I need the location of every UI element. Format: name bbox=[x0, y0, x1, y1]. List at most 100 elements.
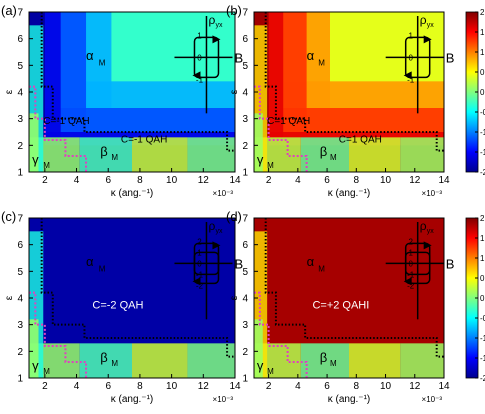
phase-boundary bbox=[264, 218, 444, 358]
inset-tick-label: -2 bbox=[196, 281, 204, 290]
colorbar-tick-label: 0 bbox=[480, 88, 485, 97]
inset-tick-label: -1 bbox=[407, 270, 415, 279]
inset-loop bbox=[404, 251, 431, 276]
beta-phase-label: β bbox=[100, 144, 107, 159]
alpha-phase-sub: M bbox=[318, 264, 325, 273]
alpha-phase-sub: M bbox=[99, 58, 106, 67]
beta-phase-label: β bbox=[100, 350, 107, 365]
colorbar-tick-label: 1.5 bbox=[480, 234, 485, 243]
y-tick-label: 6 bbox=[17, 34, 23, 45]
colorbar-tick-label: -0.5 bbox=[480, 314, 485, 323]
colorbar-tick-label: 0.5 bbox=[480, 68, 485, 77]
panel-label: (c) bbox=[1, 209, 16, 224]
x-tick-label: 4 bbox=[74, 381, 80, 392]
y-tick-label: 7 bbox=[17, 8, 23, 19]
x-tick-label: 8 bbox=[354, 381, 360, 392]
y-tick-label: 3 bbox=[242, 320, 248, 331]
y-tick-label: 5 bbox=[17, 61, 23, 72]
inset-tick-label: -1 bbox=[196, 270, 204, 279]
alpha-phase-label: α bbox=[86, 48, 94, 63]
y-tick-label: 4 bbox=[242, 88, 248, 99]
y-tick-label: 2 bbox=[17, 347, 23, 358]
beta-phase-label: β bbox=[320, 144, 327, 159]
y-tick-label: 5 bbox=[242, 267, 248, 278]
colorbar-tick-label: 1 bbox=[480, 48, 485, 57]
x-tick-label: 14 bbox=[438, 175, 450, 186]
colorbar-tick-label: -0.5 bbox=[480, 108, 485, 117]
phase-boundary-secondary bbox=[254, 85, 308, 172]
heatmap-strip bbox=[187, 343, 235, 378]
gamma-phase-label: γ bbox=[257, 358, 264, 373]
inset-x-label: B bbox=[234, 256, 243, 271]
inset-y-label: ρ bbox=[208, 219, 215, 233]
y-tick-label: 6 bbox=[242, 240, 248, 251]
x-tick-label: 6 bbox=[105, 381, 111, 392]
y-tick-label: 4 bbox=[17, 294, 23, 305]
inset-y-label: ρ bbox=[420, 13, 427, 27]
alpha-phase-sub: M bbox=[318, 58, 325, 67]
inset-x-label: B bbox=[234, 50, 243, 65]
y-tick-label: 7 bbox=[242, 214, 248, 225]
colorbar-tick-label: 1 bbox=[480, 254, 485, 263]
inset-tick-label: 0 bbox=[408, 259, 413, 268]
heatmap-strip bbox=[300, 343, 349, 378]
colorbar: 2 1.5 1 0.5 0 -0.5 -1 -1.5 -2 bbox=[465, 214, 485, 383]
gamma-phase-label: γ bbox=[257, 152, 264, 167]
beta-phase-label: β bbox=[320, 350, 327, 365]
inset-arrow bbox=[403, 71, 412, 80]
x-tick-label: 4 bbox=[295, 381, 301, 392]
colorbar-tick-label: -1 bbox=[480, 128, 485, 137]
beta-phase-sub: M bbox=[330, 153, 337, 162]
x-axis-exponent: ×10⁻³ bbox=[213, 395, 234, 404]
y-tick-label: 4 bbox=[17, 88, 23, 99]
x-tick-label: 4 bbox=[295, 175, 301, 186]
alpha-phase-label: α bbox=[86, 254, 94, 269]
y-tick-label: 3 bbox=[17, 114, 23, 125]
colorbar-tick-label: 0.5 bbox=[480, 274, 485, 283]
x-tick-label: 14 bbox=[438, 381, 450, 392]
phase-boundary bbox=[40, 12, 235, 152]
y-tick-label: 5 bbox=[17, 267, 23, 278]
y-axis-label: ε bbox=[4, 89, 15, 94]
alpha-phase-label: α bbox=[307, 254, 315, 269]
beta-phase-sub: M bbox=[111, 153, 118, 162]
region-label: C=-1 QAH bbox=[121, 135, 167, 146]
inset-arrow bbox=[192, 71, 201, 80]
x-tick-label: 14 bbox=[229, 175, 241, 186]
colorbar-tick-label: -1.5 bbox=[480, 354, 485, 363]
colorbar-tick-label: 2 bbox=[480, 214, 485, 223]
inset-y-sub: yx bbox=[427, 22, 435, 29]
x-tick-label: 8 bbox=[354, 175, 360, 186]
phase-boundary bbox=[40, 218, 235, 358]
x-tick-label: 6 bbox=[324, 381, 330, 392]
y-tick-label: 1 bbox=[242, 168, 248, 179]
gamma-phase-sub: M bbox=[43, 367, 50, 376]
heatmap-left-column bbox=[29, 319, 39, 378]
inset-tick-label: 0 bbox=[408, 53, 413, 62]
x-tick-label: 4 bbox=[74, 175, 80, 186]
inset-tick-label: 2 bbox=[408, 237, 413, 246]
x-axis-exponent: ×10⁻³ bbox=[422, 395, 443, 404]
y-tick-label: 3 bbox=[17, 320, 23, 331]
x-axis-exponent: ×10⁻³ bbox=[422, 189, 443, 198]
x-tick-label: 10 bbox=[166, 381, 178, 392]
panel-label: (d) bbox=[226, 209, 242, 224]
x-tick-label: 6 bbox=[324, 175, 330, 186]
x-axis-label: κ (ang.⁻¹) bbox=[328, 394, 371, 405]
inset-tick-label: -1 bbox=[407, 75, 415, 84]
region-label: C=1 QAH bbox=[267, 116, 310, 127]
inset-tick-label: 0 bbox=[197, 53, 202, 62]
x-tick-label: 12 bbox=[198, 175, 210, 186]
colorbar-tick-label: 1.5 bbox=[480, 28, 485, 37]
y-tick-label: 1 bbox=[242, 374, 248, 385]
panel-label: (b) bbox=[226, 3, 242, 18]
heatmap-strip bbox=[79, 343, 132, 378]
x-axis-label: κ (ang.⁻¹) bbox=[111, 394, 154, 405]
x-tick-label: 2 bbox=[266, 175, 272, 186]
y-tick-label: 2 bbox=[242, 141, 248, 152]
inset-arrow bbox=[423, 241, 432, 250]
inset-x-label: B bbox=[446, 50, 455, 65]
x-axis-exponent: ×10⁻³ bbox=[213, 189, 234, 198]
